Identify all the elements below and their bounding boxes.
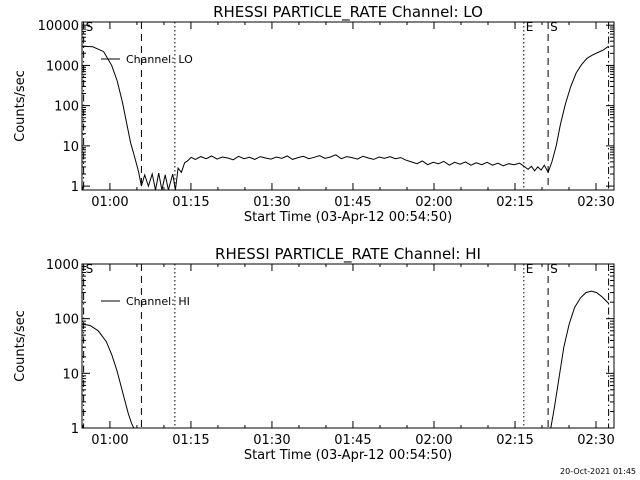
legend-label: Channel: LO [126, 53, 193, 66]
lo-channel-panel: RHESSI PARTICLE_RATE Channel: LO 01:00 01:… [13, 3, 615, 225]
x-tick-label: 01:45 [334, 195, 371, 210]
legend-label: Channel: HI [126, 295, 190, 308]
event-marker-label: S [550, 20, 558, 34]
y-tick-label: 100 [54, 313, 79, 328]
y-axis-label: Counts/sec [13, 310, 28, 382]
chart-title: RHESSI PARTICLE_RATE Channel: HI [215, 245, 481, 264]
y-tick-label: 10 [62, 140, 79, 155]
plot-frame [81, 21, 615, 191]
x-axis-label: Start Time (03-Apr-12 00:54:50) [244, 210, 452, 225]
series-line [81, 323, 135, 429]
event-marker-label: E [526, 262, 534, 276]
y-tick-label: 1000 [46, 59, 79, 74]
x-tick-label: 01:30 [253, 195, 290, 210]
y-tick-label: 100 [54, 100, 79, 115]
x-tick-label: 01:15 [172, 433, 209, 448]
x-tick-label: 02:15 [496, 433, 533, 448]
plot-frame [81, 263, 615, 429]
x-tick-label: 01:00 [91, 433, 128, 448]
event-marker-label: S [550, 262, 558, 276]
x-tick-label: 01:45 [334, 433, 371, 448]
series-line [550, 290, 609, 429]
y-tick-label: 10000 [38, 19, 79, 34]
event-marker-label: S [86, 20, 94, 34]
y-tick-label: 1000 [46, 258, 79, 273]
x-tick-label: 02:00 [415, 433, 452, 448]
x-tick-label: 01:15 [172, 195, 209, 210]
x-tick-label: 01:00 [91, 195, 128, 210]
x-tick-label: 02:15 [496, 195, 533, 210]
footer-timestamp: 20-Oct-2021 01:45 [560, 467, 636, 476]
x-axis-label: Start Time (03-Apr-12 00:54:50) [244, 448, 452, 463]
x-tick-label: 01:30 [253, 433, 290, 448]
x-tick-label: 02:00 [415, 195, 452, 210]
event-marker-label: S [86, 262, 94, 276]
event-marker-label: E [526, 20, 534, 34]
series-line [81, 45, 609, 191]
hi-channel-panel: RHESSI PARTICLE_RATE Channel: HI 01:00 01:… [13, 245, 615, 463]
x-tick-label: 02:30 [577, 195, 614, 210]
y-tick-label: 1 [71, 422, 79, 437]
x-tick-label: 02:30 [577, 433, 614, 448]
y-axis-label: Counts/sec [13, 70, 28, 142]
chart-title: RHESSI PARTICLE_RATE Channel: LO [213, 3, 483, 22]
y-tick-label: 1 [71, 180, 79, 195]
y-tick-label: 10 [62, 367, 79, 382]
